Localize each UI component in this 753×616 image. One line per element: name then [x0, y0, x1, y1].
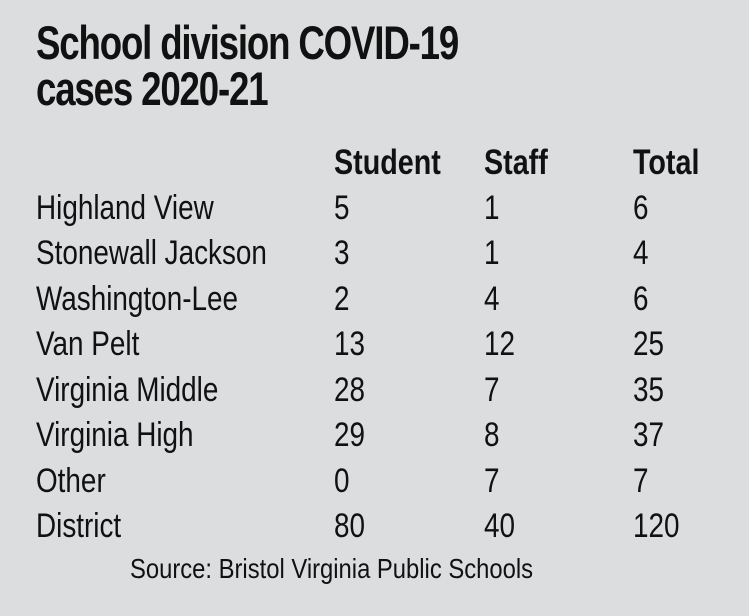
school-name: Virginia High — [36, 416, 194, 454]
student-count: 80 — [334, 507, 366, 545]
student-count: 29 — [334, 416, 366, 454]
total-count: 37 — [633, 416, 665, 454]
staff-count: 12 — [484, 325, 516, 363]
table-row: Virginia Middle 28 7 35 — [36, 368, 736, 414]
table-row: Van Pelt 13 12 25 — [36, 322, 736, 368]
table-header-row: Student Staff Total — [36, 140, 736, 186]
total-count: 6 — [633, 188, 649, 227]
staff-count: 1 — [484, 234, 500, 272]
title-line-1: School division COVID-19 — [36, 16, 459, 69]
school-name: Other — [36, 461, 106, 500]
total-count: 35 — [633, 370, 665, 409]
total-count: 7 — [633, 461, 649, 500]
total-count: 4 — [633, 234, 649, 272]
school-name: Stonewall Jackson — [36, 234, 267, 272]
total-count: 25 — [633, 325, 665, 363]
table-row: Virginia High 29 8 37 — [36, 413, 736, 459]
table-row-district-total: District 80 40 120 — [36, 504, 736, 550]
school-name: Highland View — [36, 188, 214, 227]
title-line-2: cases 2020-21 — [36, 62, 269, 115]
student-count: 5 — [334, 188, 350, 227]
total-count: 6 — [633, 279, 649, 318]
school-name: District — [36, 507, 122, 545]
source-note: Source: Bristol Virginia Public Schools — [130, 553, 534, 584]
staff-count: 7 — [484, 370, 500, 409]
staff-count: 8 — [484, 416, 500, 454]
header-total: Total — [633, 143, 700, 182]
staff-count: 1 — [484, 188, 500, 227]
staff-count: 40 — [484, 507, 516, 545]
staff-count: 7 — [484, 461, 500, 500]
total-count: 120 — [633, 507, 680, 545]
student-count: 3 — [334, 234, 350, 272]
table-row: Other 0 7 7 — [36, 459, 736, 505]
school-name: Virginia Middle — [36, 370, 219, 409]
staff-count: 4 — [484, 279, 500, 318]
header-student: Student — [334, 143, 441, 182]
table-row: Washington-Lee 2 4 6 — [36, 277, 736, 323]
cases-table: Student Staff Total Highland View 5 1 6 … — [36, 140, 736, 550]
table-row: Highland View 5 1 6 — [36, 186, 736, 232]
header-staff: Staff — [484, 143, 548, 182]
student-count: 0 — [334, 461, 350, 500]
chart-title: School division COVID-19 cases 2020-21 — [36, 19, 459, 115]
table-row: Stonewall Jackson 3 1 4 — [36, 231, 736, 277]
student-count: 2 — [334, 279, 350, 318]
school-name: Van Pelt — [36, 325, 140, 363]
student-count: 28 — [334, 370, 366, 409]
student-count: 13 — [334, 325, 366, 363]
school-name: Washington-Lee — [36, 279, 239, 318]
